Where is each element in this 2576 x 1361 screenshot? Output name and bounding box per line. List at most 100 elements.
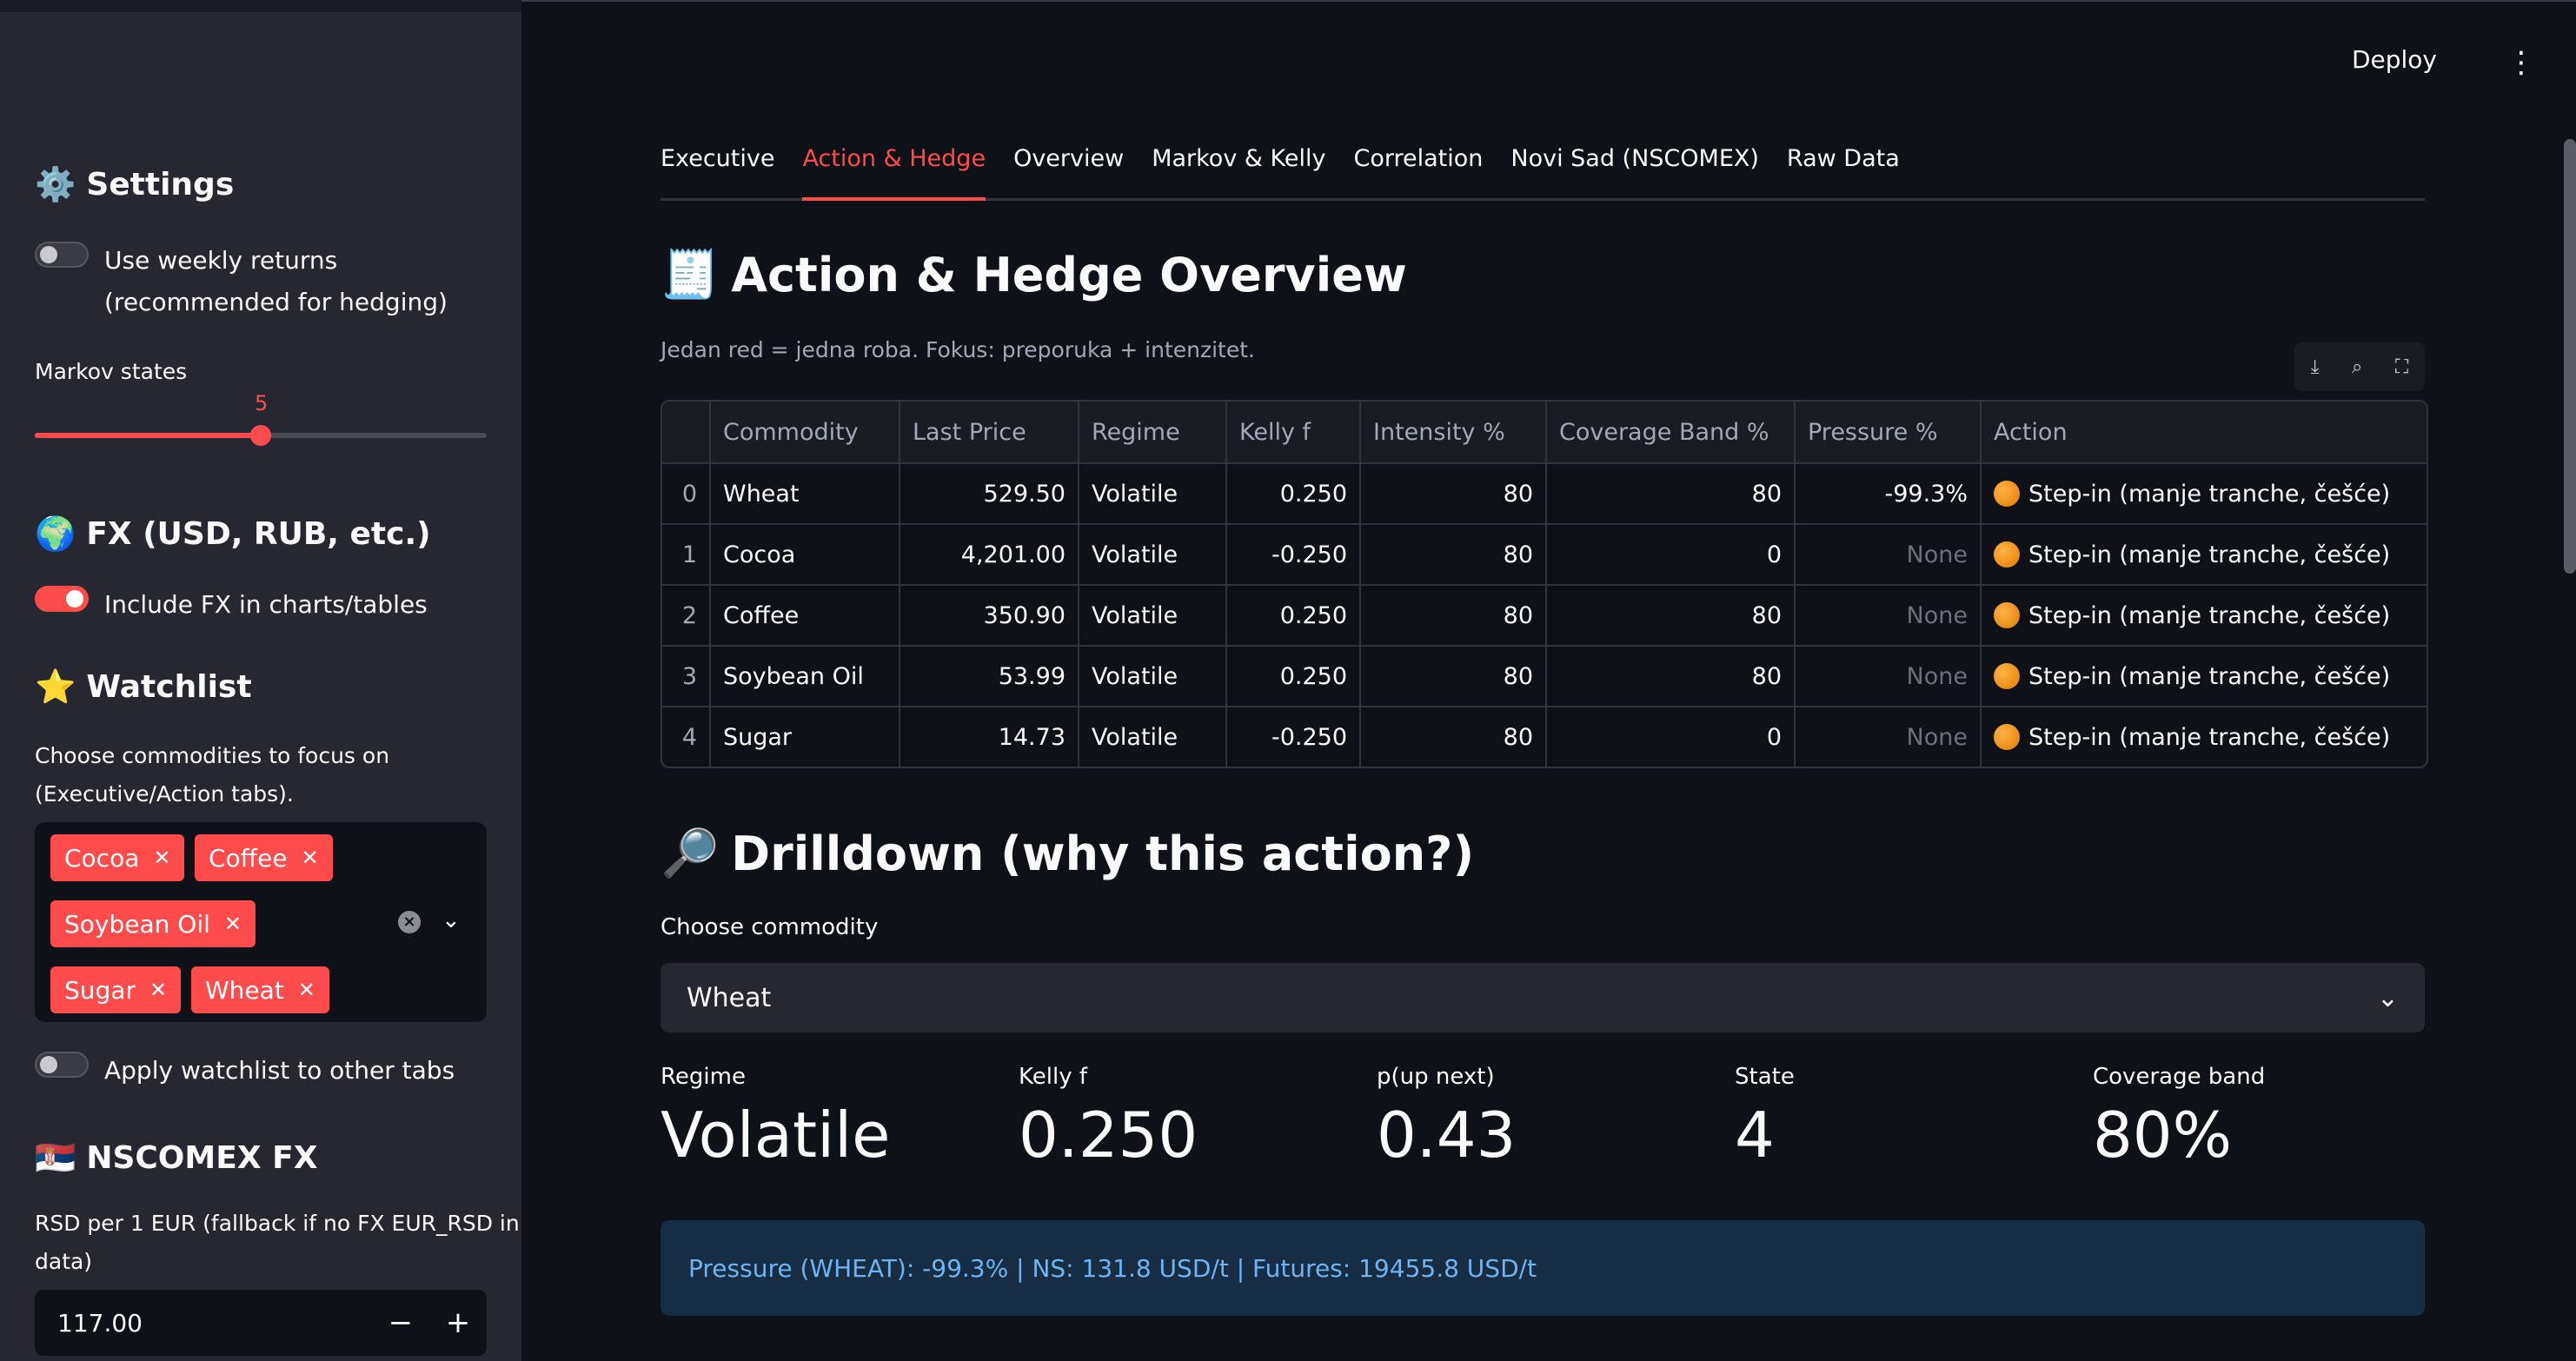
decrement-button[interactable]: − <box>388 1305 414 1340</box>
table-cell[interactable]: 80 <box>1546 463 1796 525</box>
table-cell[interactable]: -0.250 <box>1226 707 1361 767</box>
column-header[interactable]: Intensity % <box>1360 402 1547 464</box>
apply-watchlist-toggle[interactable] <box>35 1052 89 1078</box>
table-cell[interactable]: 14.73 <box>900 707 1079 767</box>
table-cell[interactable]: 3 <box>662 646 711 707</box>
column-header[interactable]: Regime <box>1079 402 1227 464</box>
table-cell[interactable]: 80 <box>1360 463 1547 525</box>
tab-executive[interactable]: Executive <box>661 145 775 172</box>
table-cell[interactable]: Wheat <box>710 463 900 525</box>
download-icon[interactable]: ⤓ <box>2310 355 2320 378</box>
include-fx-toggle-row[interactable]: Include FX in charts/tables <box>35 584 428 626</box>
search-icon[interactable]: ⌕ <box>2351 355 2363 378</box>
table-cell[interactable]: 80 <box>1360 524 1547 586</box>
watchlist-chip[interactable]: Sugar ✕ <box>50 966 182 1013</box>
weekly-returns-toggle[interactable] <box>35 242 89 268</box>
tab-action-hedge[interactable]: Action & Hedge <box>802 139 986 201</box>
table-cell[interactable]: 0 <box>662 463 711 525</box>
fullscreen-icon[interactable]: ⛶ <box>2394 355 2409 378</box>
column-header[interactable]: Pressure % <box>1795 402 1982 464</box>
table-cell[interactable]: 80 <box>1546 646 1796 707</box>
table-cell[interactable]: Volatile <box>1079 646 1227 707</box>
watchlist-chip[interactable]: Cocoa ✕ <box>50 834 185 881</box>
table-cell[interactable]: Step-in (manje tranche, češće) <box>1981 463 2427 525</box>
table-cell[interactable]: Step-in (manje tranche, češće) <box>1981 707 2427 767</box>
table-cell[interactable]: 80 <box>1360 646 1547 707</box>
tab-novi-sad[interactable]: Novi Sad (NSCOMEX) <box>1510 145 1759 172</box>
tab-overview[interactable]: Overview <box>1013 145 1125 172</box>
clear-all-icon[interactable]: × <box>398 911 421 933</box>
watchlist-multiselect[interactable]: Cocoa ✕ Coffee ✕ Soybean Oil ✕ Sugar ✕ Wheat… <box>35 822 487 1022</box>
table-row[interactable]: 1 Cocoa 4,201.00 Volatile -0.250 80 0 None Step-… <box>662 524 2427 586</box>
table-cell[interactable]: Step-in (manje tranche, češće) <box>1981 585 2427 647</box>
table-cell[interactable]: 1 <box>662 524 711 586</box>
table-cell[interactable]: 80 <box>1546 585 1796 647</box>
remove-chip-icon[interactable]: ✕ <box>153 846 171 870</box>
column-header[interactable]: Action <box>1981 402 2427 464</box>
remove-chip-icon[interactable]: ✕ <box>297 978 315 1002</box>
watchlist-chip[interactable]: Soybean Oil ✕ <box>50 900 256 947</box>
watchlist-chip[interactable]: Coffee ✕ <box>195 834 333 881</box>
markov-states-slider[interactable] <box>35 425 487 446</box>
table-cell[interactable]: 2 <box>662 585 711 647</box>
remove-chip-icon[interactable]: ✕ <box>223 912 242 936</box>
table-cell[interactable]: 53.99 <box>900 646 1079 707</box>
table-cell[interactable]: Volatile <box>1079 524 1227 586</box>
table-cell[interactable]: 0.250 <box>1226 585 1361 647</box>
remove-chip-icon[interactable]: ✕ <box>149 978 168 1002</box>
table-cell[interactable]: 0.250 <box>1226 463 1361 525</box>
table-row[interactable]: 0 Wheat 529.50 Volatile 0.250 80 80 -99.3% Step-… <box>662 463 2427 525</box>
table-cell[interactable]: None <box>1795 524 1982 586</box>
table-cell[interactable]: Volatile <box>1079 585 1227 647</box>
column-header[interactable] <box>662 402 711 464</box>
table-cell[interactable]: Sugar <box>710 707 900 767</box>
table-cell[interactable]: 80 <box>1360 585 1547 647</box>
column-header[interactable]: Coverage Band % <box>1546 402 1796 464</box>
table-cell[interactable]: 4 <box>662 707 711 767</box>
table-cell[interactable]: 529.50 <box>900 463 1079 525</box>
column-header[interactable]: Commodity <box>710 402 900 464</box>
deploy-button[interactable]: Deploy <box>2351 45 2437 74</box>
markov-states-slider-thumb[interactable] <box>250 425 271 446</box>
table-cell[interactable]: -0.250 <box>1226 524 1361 586</box>
table-cell[interactable]: 0.250 <box>1226 646 1361 707</box>
tab-markov-kelly[interactable]: Markov & Kelly <box>1152 145 1326 172</box>
table-cell[interactable]: 350.90 <box>900 585 1079 647</box>
rsd-value[interactable]: 117.00 <box>57 1308 143 1338</box>
increment-button[interactable]: + <box>445 1305 471 1340</box>
column-header[interactable]: Kelly f <box>1226 402 1361 464</box>
table-cell[interactable]: Volatile <box>1079 707 1227 767</box>
table-cell[interactable]: 0 <box>1546 524 1796 586</box>
chevron-down-icon[interactable]: ⌄ <box>442 907 461 933</box>
scrollbar[interactable] <box>2564 139 2576 574</box>
weekly-returns-toggle-row[interactable]: Use weekly returns (recommended for hedg… <box>35 240 487 323</box>
table-cell[interactable]: Soybean Oil <box>710 646 900 707</box>
fx-title: FX (USD, RUB, etc.) <box>86 516 431 552</box>
rsd-number-input[interactable]: 117.00 − + <box>35 1290 487 1356</box>
orange-circle-icon <box>1994 541 2020 568</box>
apply-watchlist-toggle-row[interactable]: Apply watchlist to other tabs <box>35 1050 455 1092</box>
column-header[interactable]: Last Price <box>900 402 1079 464</box>
table-cell[interactable]: Cocoa <box>710 524 900 586</box>
remove-chip-icon[interactable]: ✕ <box>301 846 319 870</box>
include-fx-toggle[interactable] <box>35 586 89 612</box>
table-row[interactable]: 2 Coffee 350.90 Volatile 0.250 80 80 None Step-i… <box>662 585 2427 647</box>
watchlist-chip[interactable]: Wheat ✕ <box>191 966 329 1013</box>
table-cell[interactable]: None <box>1795 585 1982 647</box>
table-cell[interactable]: Step-in (manje tranche, češće) <box>1981 524 2427 586</box>
tab-raw-data[interactable]: Raw Data <box>1786 145 1900 172</box>
table-cell[interactable]: 0 <box>1546 707 1796 767</box>
table-cell[interactable]: Coffee <box>710 585 900 647</box>
commodity-select[interactable]: Wheat ⌄ <box>661 963 2425 1032</box>
table-row[interactable]: 4 Sugar 14.73 Volatile -0.250 80 0 None Step-in … <box>662 707 2427 767</box>
table-cell[interactable]: 4,201.00 <box>900 524 1079 586</box>
table-cell[interactable]: None <box>1795 646 1982 707</box>
menu-icon[interactable]: ⋮ <box>2506 45 2536 80</box>
table-cell[interactable]: 80 <box>1360 707 1547 767</box>
table-cell[interactable]: None <box>1795 707 1982 767</box>
tab-correlation[interactable]: Correlation <box>1353 145 1484 172</box>
table-cell[interactable]: Step-in (manje tranche, češće) <box>1981 646 2427 707</box>
table-cell[interactable]: -99.3% <box>1795 463 1982 525</box>
table-cell[interactable]: Volatile <box>1079 463 1227 525</box>
table-row[interactable]: 3 Soybean Oil 53.99 Volatile 0.250 80 80 None St… <box>662 646 2427 707</box>
